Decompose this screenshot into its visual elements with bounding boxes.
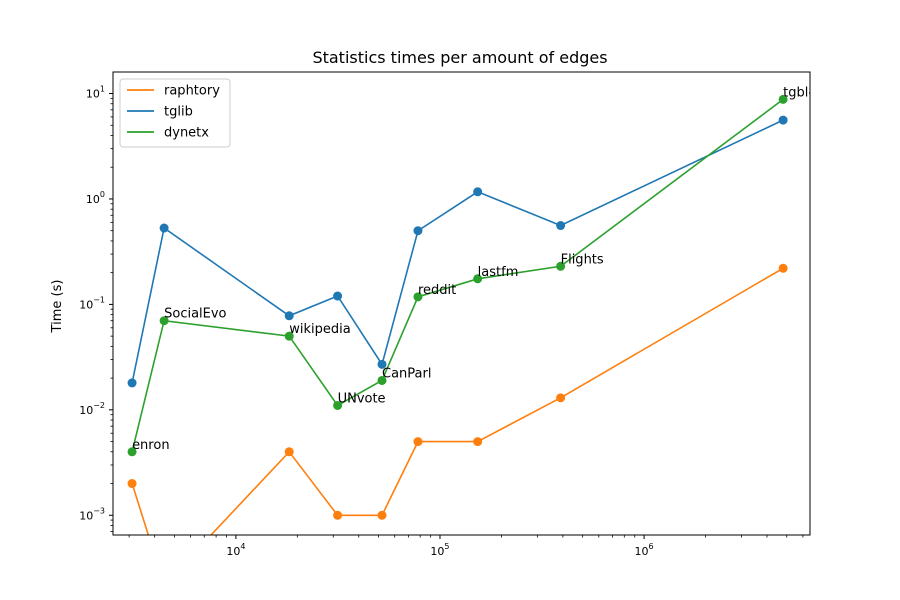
data-point-tglib — [333, 291, 343, 301]
data-point-dynetx — [473, 274, 483, 284]
axes-frame — [112, 71, 811, 536]
y-tick-label: 101 — [86, 85, 105, 101]
point-annotation: CanParl — [382, 366, 431, 381]
data-point-dynetx — [413, 292, 423, 302]
point-annotation: reddit — [418, 283, 456, 298]
data-point-raphtory — [284, 447, 294, 457]
data-point-dynetx — [284, 331, 294, 341]
data-point-tglib — [556, 221, 566, 231]
point-annotation: tgbl-review — [783, 85, 856, 100]
legend-label: dynetx — [164, 126, 209, 141]
data-point-raphtory — [333, 510, 343, 520]
data-point-dynetx — [127, 447, 137, 457]
data-point-dynetx — [377, 375, 387, 385]
series-line-dynetx — [131, 98, 784, 452]
data-point-tglib — [284, 311, 294, 321]
y-tick-label: 100 — [86, 190, 105, 206]
data-point-tglib — [159, 223, 169, 233]
point-annotation: Flights — [561, 252, 604, 267]
x-tick-label: 106 — [635, 542, 654, 558]
data-point-raphtory — [778, 263, 788, 273]
legend-label: raphtory — [164, 84, 220, 99]
legend-entry-dynetx: dynetx — [127, 126, 209, 141]
x-tick-label: 104 — [226, 542, 245, 558]
y-tick: 101 — [86, 85, 113, 101]
x-tick: 105 — [430, 535, 450, 558]
series-line-raphtory — [131, 267, 784, 535]
data-point-raphtory — [556, 393, 566, 403]
legend-entry-tglib: tglib — [127, 105, 193, 120]
data-point-raphtory — [473, 437, 483, 447]
data-point-tglib — [377, 359, 387, 369]
point-annotation: wikipedia — [289, 322, 350, 337]
legend-entry-raphtory: raphtory — [127, 84, 220, 99]
x-tick: 106 — [635, 535, 654, 558]
y-tick-label: 10−2 — [79, 401, 105, 417]
legend-box — [119, 78, 231, 148]
data-point-dynetx — [159, 316, 169, 326]
data-point-dynetx — [556, 261, 566, 271]
data-point-dynetx — [778, 94, 788, 104]
y-tick-label: 10−1 — [79, 295, 105, 311]
x-tick-label: 105 — [430, 542, 449, 558]
data-point-dynetx — [333, 400, 343, 410]
data-point-tglib — [778, 115, 788, 125]
plot-area: enron SocialEvo wikipedia UNvote CanParl redd… — [127, 85, 856, 535]
point-annotation: UNvote — [338, 391, 386, 406]
data-point-raphtory — [127, 479, 137, 489]
x-tick: 104 — [226, 535, 245, 558]
legend-label: tglib — [164, 105, 193, 120]
data-point-tglib — [127, 378, 137, 388]
point-annotation: SocialEvo — [164, 307, 226, 322]
data-point-raphtory — [377, 510, 387, 520]
y-tick: 10−2 — [79, 401, 113, 417]
y-tick: 100 — [86, 190, 113, 206]
data-point-raphtory — [413, 437, 423, 447]
y-tick-label: 10−3 — [79, 506, 105, 522]
point-annotation: enron — [132, 438, 170, 453]
y-tick: 10−3 — [79, 506, 113, 522]
y-axis: 10−3 10−2 10−1 100 101 — [79, 85, 113, 533]
y-axis-label: Time (s) — [50, 280, 65, 334]
series-line-tglib — [131, 119, 784, 384]
data-point-tglib — [413, 226, 423, 236]
data-point-tglib — [473, 187, 483, 197]
point-annotation: lastfm — [478, 265, 519, 280]
chart-title: Statistics times per amount of edges — [312, 48, 607, 67]
legend: raphtory tglib dynetx — [119, 78, 231, 148]
x-axis: 104 105 106 — [128, 535, 804, 558]
y-tick: 10−1 — [79, 295, 113, 311]
